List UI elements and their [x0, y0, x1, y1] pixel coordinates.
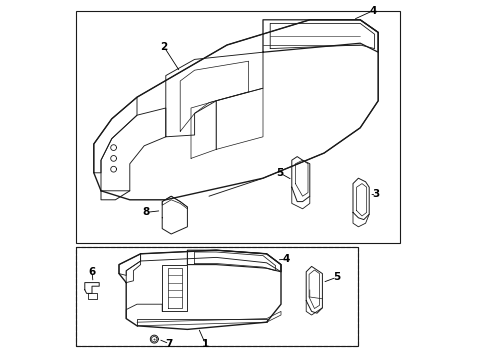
Text: 4: 4 [283, 254, 290, 264]
Text: 2: 2 [160, 42, 168, 52]
Text: 7: 7 [166, 339, 173, 349]
Text: 1: 1 [202, 339, 209, 349]
Bar [76, 11, 400, 243]
Text: 4: 4 [369, 6, 376, 16]
Text: 8: 8 [143, 207, 149, 217]
Bar [76, 247, 358, 346]
Text: 6: 6 [88, 267, 96, 277]
Text: 3: 3 [373, 189, 380, 199]
Text: 5: 5 [276, 168, 283, 178]
Bar [76, 247, 358, 346]
Text: 5: 5 [333, 272, 341, 282]
